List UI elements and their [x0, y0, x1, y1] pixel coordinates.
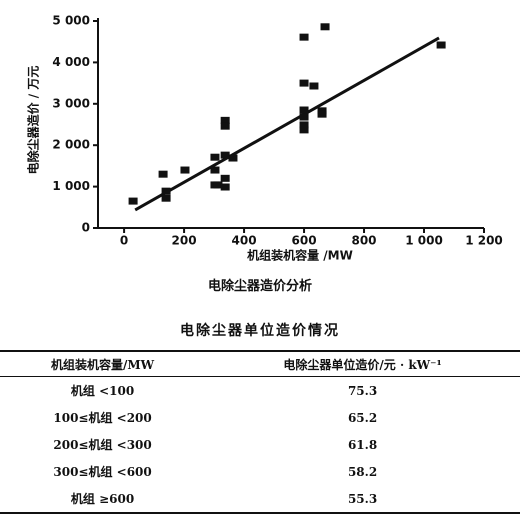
data-point	[299, 33, 309, 41]
trend-line	[134, 36, 440, 212]
x-tick-label: 200	[172, 234, 197, 248]
table-cell: 61.8	[347, 437, 378, 452]
table-cell: 55.3	[205, 485, 520, 514]
table-cell: 75.3	[347, 383, 378, 398]
header-cell: 机组装机容量/MW	[0, 350, 206, 377]
data-point	[220, 116, 230, 124]
table-row: 100≤机组 <200 65.2	[0, 404, 520, 431]
data-point	[220, 122, 230, 130]
x-tick-label: 1 000	[405, 234, 443, 248]
data-point	[309, 82, 319, 90]
data-point	[161, 187, 171, 195]
y-tick-label: 5 000	[52, 14, 90, 28]
data-point	[299, 113, 309, 121]
data-point	[299, 126, 309, 134]
x-tick-label: 0	[120, 234, 128, 248]
y-tick-label: 0	[82, 221, 90, 235]
table-cell: 58.2	[347, 464, 378, 479]
table-row: 机组 ≥600 55.3	[0, 485, 520, 514]
y-tick-label: 3 000	[52, 96, 90, 110]
x-tick-label: 600	[292, 234, 317, 248]
data-point	[317, 110, 327, 118]
table: 机组装机容量/MW 电除尘器单位造价/元 · kW⁻¹ 机组 <100 75.3 1…	[0, 350, 520, 514]
data-point	[299, 106, 309, 114]
table-cell: 300≤机组 <600	[53, 465, 152, 479]
table-cell: 100≤机组 <200	[53, 411, 152, 425]
data-point	[213, 181, 223, 189]
data-point	[436, 41, 446, 49]
data-point	[210, 153, 220, 161]
table-row: 机组 <100 75.3	[0, 377, 520, 405]
chart: 电除尘器造价 / 万元 机组装机容量 /MW 0 1 000 2 000 3 000 4…	[26, 14, 503, 263]
y-tick-label: 2 000	[52, 138, 90, 152]
table-row: 300≤机组 <600 58.2	[0, 458, 520, 485]
table-cell: 200≤机组 <300	[53, 438, 152, 452]
y-tick-label: 4 000	[52, 55, 90, 69]
data-point	[220, 183, 230, 191]
header-row: 机组装机容量/MW 电除尘器单位造价/元 · kW⁻¹	[0, 350, 520, 377]
x-tick-label: 400	[232, 234, 257, 248]
y-tick-label: 1 000	[52, 179, 90, 193]
data-point	[220, 151, 230, 159]
data-point	[161, 194, 171, 202]
table-cell: 65.2	[347, 410, 378, 425]
y-axis-label: 电除尘器造价 / 万元	[26, 66, 41, 175]
x-tick-label: 800	[351, 234, 376, 248]
figure-caption: 电除尘器造价分析	[207, 279, 312, 294]
data-point	[299, 121, 309, 129]
table-row: 200≤机组 <300 61.8	[0, 431, 520, 458]
data-point	[220, 174, 230, 182]
data-point	[299, 79, 309, 87]
x-axis-label: 机组装机容量 /MW	[247, 248, 353, 263]
data-point	[180, 166, 190, 174]
data-point	[228, 154, 238, 162]
data-point	[210, 166, 220, 174]
table-cell: 机组 ≥600	[0, 485, 206, 514]
data-point	[128, 197, 138, 205]
data-point	[320, 23, 330, 31]
x-tick-label: 1 200	[465, 234, 503, 248]
table-cell: 机组 <100	[70, 384, 135, 398]
header-cell: 电除尘器单位造价/元 · kW⁻¹	[205, 350, 520, 377]
data-point	[158, 170, 168, 178]
table-title: 电除尘器单位造价情况	[180, 323, 340, 339]
